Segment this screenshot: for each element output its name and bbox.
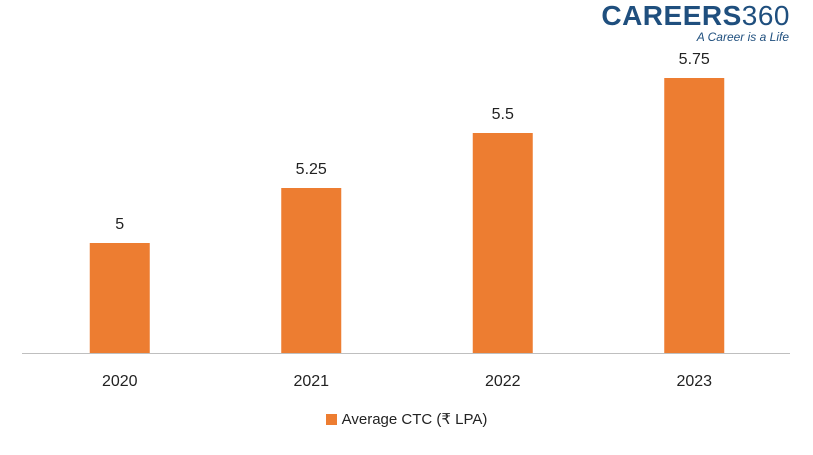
chart-legend: Average CTC (₹ LPA) [0,410,813,428]
x-tick-label-2023: 2023 [676,373,712,390]
legend-swatch [325,413,337,425]
logo-number: 360 [741,0,790,31]
data-label-2020: 5 [115,216,124,233]
logo-wordmark: CAREERS360 [601,0,790,32]
careers360-logo: CAREERS360 A Career is a Life [601,0,790,44]
x-tick-label-2022: 2022 [485,373,521,390]
legend-label: Average CTC (₹ LPA) [341,411,488,428]
logo-brand: CAREERS [601,0,742,31]
logo-tagline: A Career is a Life [696,30,789,44]
bar-2021 [281,188,342,353]
x-tick-label-2021: 2021 [293,373,329,390]
bar-2023 [664,78,725,353]
data-label-2023: 5.75 [679,51,710,68]
bar-2020 [89,243,150,353]
bar-2022 [472,133,533,353]
data-label-2021: 5.25 [296,161,327,178]
data-label-2022: 5.5 [492,106,514,123]
x-tick-label-2020: 2020 [102,373,138,390]
